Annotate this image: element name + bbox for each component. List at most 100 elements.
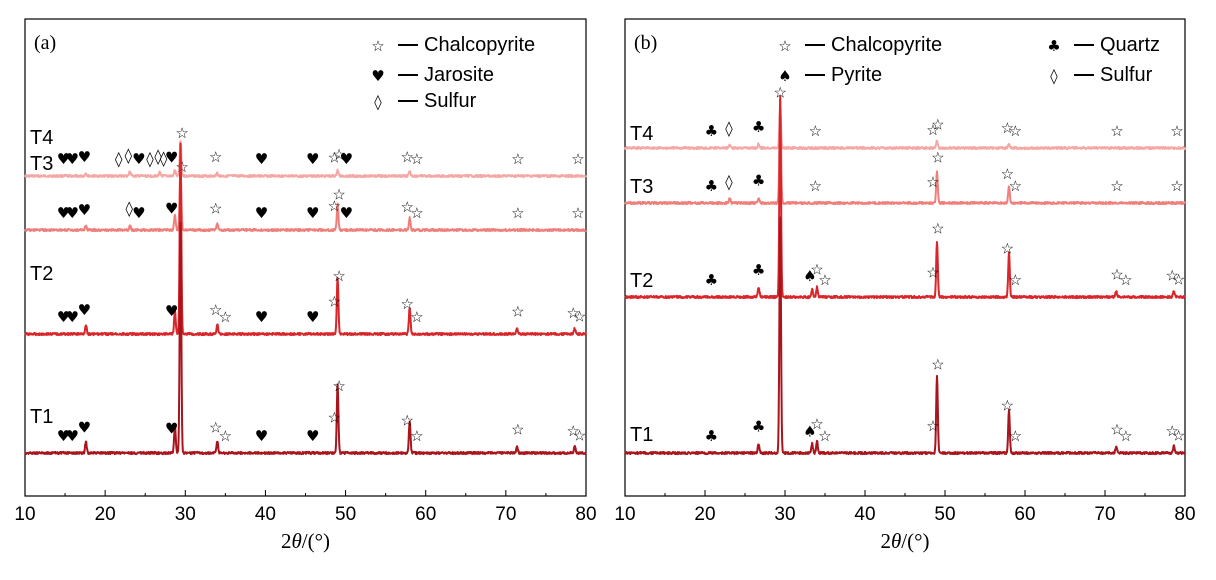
x-axis-label: 2θ/(°) <box>880 529 929 553</box>
phase-marker: ♠ <box>803 267 816 285</box>
phase-marker: ♥ <box>255 427 268 445</box>
phase-marker: ☆ <box>401 295 414 313</box>
phase-marker: ☆ <box>219 308 232 326</box>
phase-marker: ☆ <box>1172 271 1185 289</box>
phase-marker: ☆ <box>328 408 341 426</box>
phase-marker: ☆ <box>571 150 584 168</box>
x-tick-label: 20 <box>694 504 715 525</box>
x-tick-label: 30 <box>175 504 196 525</box>
x-axis-label-prefix: 2 <box>281 529 292 553</box>
phase-marker: ☆ <box>401 148 414 166</box>
phase-marker: ♣ <box>705 271 718 289</box>
phase-marker: ♠ <box>803 422 816 440</box>
phase-marker: ☆ <box>511 204 524 222</box>
x-tick-label: 30 <box>774 504 795 525</box>
legend-entry: ♣ Quartz <box>1047 34 1160 56</box>
phase-marker: ◊ <box>125 200 133 218</box>
phase-marker: ☆ <box>931 356 944 374</box>
x-tick-label: 10 <box>14 504 35 525</box>
phase-marker: ☆ <box>809 177 822 195</box>
phase-marker: ♥ <box>66 308 79 326</box>
phase-marker: ☆ <box>1110 177 1123 195</box>
x-tick-label: 70 <box>1094 504 1115 525</box>
xrd-trace-t1 <box>24 221 587 456</box>
phase-marker: ♥ <box>306 427 319 445</box>
phase-marker: ☆ <box>931 149 944 167</box>
plot-frame <box>24 18 587 497</box>
phase-marker: ☆ <box>1110 421 1123 439</box>
legend-marker: ☆ <box>371 37 384 55</box>
phase-marker: ☆ <box>328 197 341 215</box>
phase-marker: ☆ <box>410 308 423 326</box>
phase-marker: ◊ <box>725 119 733 137</box>
legend-label: Chalcopyrite <box>831 34 942 56</box>
phase-marker: ☆ <box>332 377 345 395</box>
phase-marker: ♥ <box>165 302 178 320</box>
phase-marker: ☆ <box>410 427 423 445</box>
legend-marker: ♥ <box>371 67 384 85</box>
phase-marker: ♥ <box>78 148 91 166</box>
phase-marker: ♥ <box>165 420 178 438</box>
phase-marker: ☆ <box>773 84 786 102</box>
legend-label: Jarosite <box>424 64 494 86</box>
phase-marker: ♣ <box>705 122 718 140</box>
phase-marker: ♥ <box>66 150 79 168</box>
sample-label: T4 <box>630 123 653 145</box>
phase-marker: ☆ <box>175 124 188 142</box>
x-axis-label-theta: θ <box>291 529 301 553</box>
phase-marker: ♥ <box>340 204 353 222</box>
phase-marker: ♥ <box>306 308 319 326</box>
phase-marker: ☆ <box>1119 427 1132 445</box>
phase-marker: ♣ <box>752 418 765 436</box>
phase-marker: ♣ <box>705 427 718 445</box>
legend-entry: ☆ Chalcopyrite <box>778 34 942 56</box>
phase-marker: ♥ <box>57 308 70 326</box>
legend-label: Quartz <box>1100 34 1160 56</box>
phase-marker: ♥ <box>57 204 70 222</box>
x-axis-label-prefix: 2 <box>880 529 891 553</box>
phase-marker: ☆ <box>566 422 579 440</box>
x-tick-label: 60 <box>1014 504 1035 525</box>
phase-marker: ☆ <box>209 199 222 217</box>
x-axis-label: 2θ/(°) <box>281 529 330 553</box>
phase-marker: ☆ <box>332 267 345 285</box>
phase-marker: ☆ <box>1001 396 1014 414</box>
phase-marker: ☆ <box>209 301 222 319</box>
phase-marker: ♥ <box>306 150 319 168</box>
phase-marker: ☆ <box>410 150 423 168</box>
phase-marker: ♥ <box>255 204 268 222</box>
phase-marker: ♥ <box>340 150 353 168</box>
phase-marker: ♥ <box>132 204 145 222</box>
phase-marker: ♣ <box>752 261 765 279</box>
phase-marker: ☆ <box>209 419 222 437</box>
phase-marker: ♥ <box>66 427 79 445</box>
phase-marker: ☆ <box>410 204 423 222</box>
phase-marker: ☆ <box>810 415 823 433</box>
phase-marker: ☆ <box>926 417 939 435</box>
phase-marker: ♣ <box>752 172 765 190</box>
legend-marker: ☆ <box>778 37 791 55</box>
phase-marker: ☆ <box>1165 267 1178 285</box>
xrd-trace-t2 <box>624 95 1186 300</box>
phase-marker: ☆ <box>818 271 831 289</box>
phase-marker: ♣ <box>752 118 765 136</box>
legend-label: Sulfur <box>1100 64 1153 86</box>
phase-marker: ☆ <box>1009 427 1022 445</box>
legend-marker: ◊ <box>1050 67 1058 85</box>
phase-marker: ♥ <box>306 204 319 222</box>
phase-marker: ☆ <box>511 421 524 439</box>
phase-marker: ♥ <box>132 150 145 168</box>
phase-marker: ☆ <box>1172 427 1185 445</box>
legend-marker: ◊ <box>374 93 382 111</box>
sample-label: T3 <box>30 153 53 175</box>
phase-marker: ☆ <box>1119 271 1132 289</box>
legend-marker: ♠ <box>778 67 791 85</box>
phase-marker: ☆ <box>219 427 232 445</box>
phase-marker: ☆ <box>332 146 345 164</box>
phase-marker: ☆ <box>926 264 939 282</box>
panel-a: 10 20 30 40 50 60 70 80 2θ/(°) (a) ☆ Chalcopyrite ♥ J… <box>14 18 597 553</box>
phase-marker: ☆ <box>573 308 586 326</box>
legend-label: Pyrite <box>831 64 882 86</box>
phase-marker: ◊ <box>125 147 133 165</box>
